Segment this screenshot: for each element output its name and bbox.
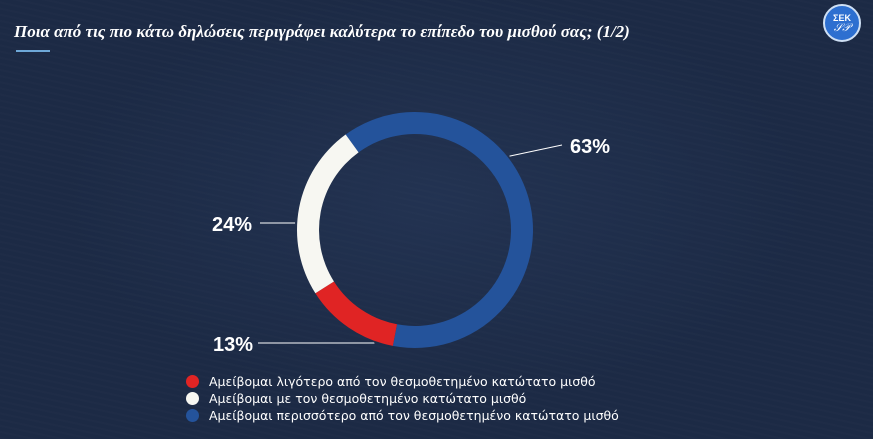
legend-item-more: Αμείβομαι περισσότερο από τον θεσμοθετημ… (186, 407, 619, 424)
legend: Αμείβομαι λιγότερο από τον θεσμοθετημένο… (186, 373, 619, 424)
legend-item-equal: Αμείβομαι με τον θεσμοθετημένο κατώτατο … (186, 390, 619, 407)
legend-label: Αμείβομαι περισσότερο από τον θεσμοθετημ… (209, 408, 619, 423)
logo-text: ΣΕΚ (833, 12, 851, 23)
logo-mark: 𝒮𝒫 (833, 21, 851, 34)
chart-title: Ποια από τις πιο κάτω δηλώσεις περιγράφε… (14, 22, 630, 41)
legend-item-less: Αμείβομαι λιγότερο από τον θεσμοθετημένο… (186, 373, 619, 390)
data-label-2: 63% (570, 136, 610, 158)
donut-slice-0 (315, 281, 398, 346)
donut-slice-1 (296, 134, 359, 294)
legend-swatch-red (186, 375, 199, 388)
legend-label: Αμείβομαι λιγότερο από τον θεσμοθετημένο… (209, 374, 596, 389)
donut-slice-2 (345, 111, 533, 348)
leader-line-2 (509, 144, 563, 157)
title-underline (16, 50, 50, 52)
legend-swatch-white (186, 392, 199, 405)
legend-swatch-blue (186, 409, 199, 422)
legend-label: Αμείβομαι με τον θεσμοθετημένο κατώτατο … (209, 391, 527, 406)
logo: ΣΕΚ 𝒮𝒫 (823, 4, 861, 42)
data-label-0: 13% (213, 334, 253, 356)
data-label-1: 24% (212, 214, 252, 236)
